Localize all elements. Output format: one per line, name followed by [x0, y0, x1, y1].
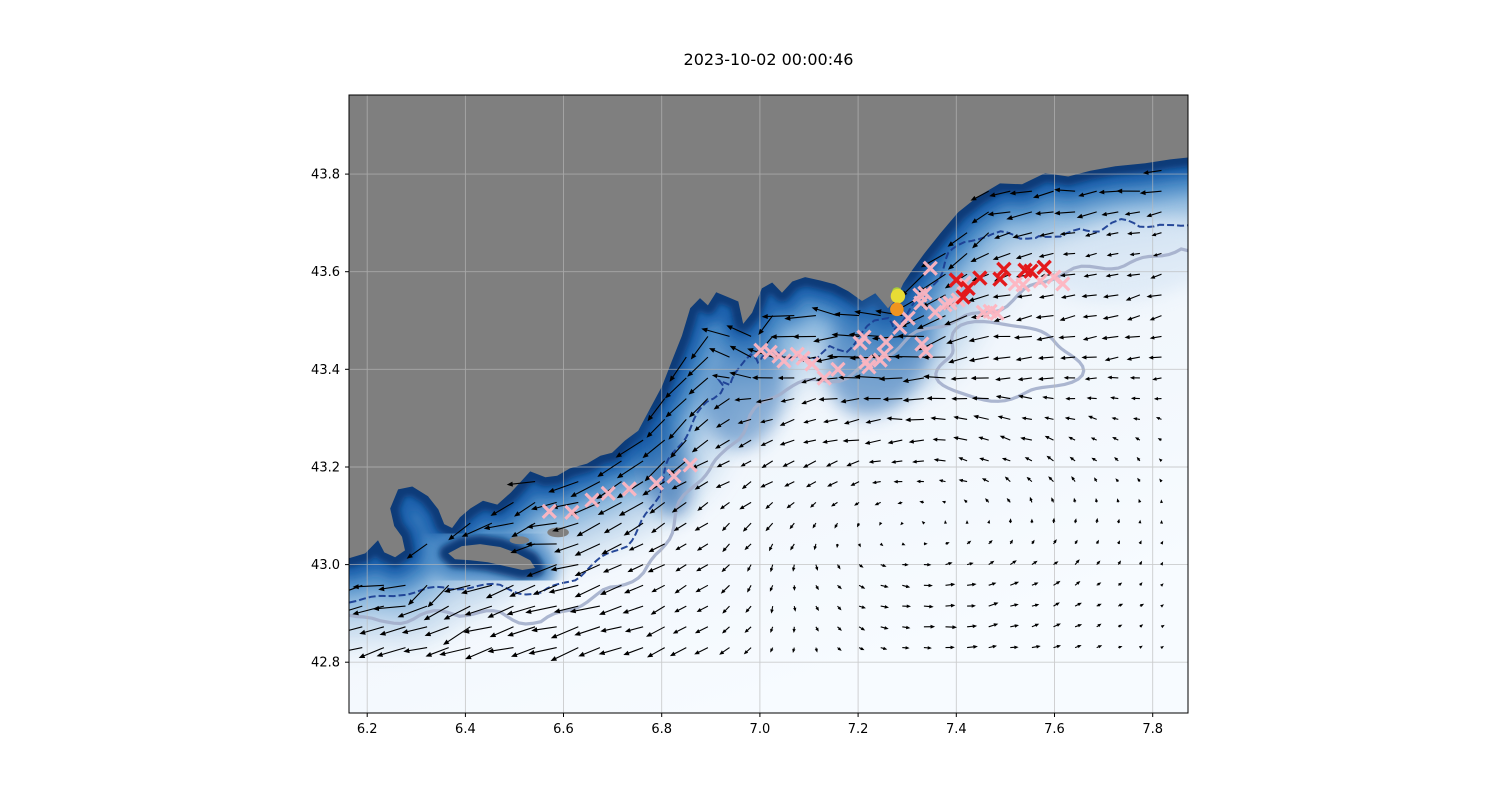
y-tick-label: 43.6: [311, 265, 340, 280]
grid-lines: [349, 95, 1188, 713]
x-tick-label: 7.4: [946, 722, 967, 737]
axis-ticks: [345, 173, 1154, 717]
yellow-position-dot: [890, 288, 906, 304]
quiver-field: [349, 169, 1165, 661]
light-depth-contour: [349, 247, 1188, 626]
map-layers: [349, 95, 1188, 713]
x-tick-label: 7.8: [1142, 722, 1163, 737]
red-trajectory-markers: [948, 259, 1052, 305]
y-tick-label: 43.2: [311, 461, 340, 476]
island: [448, 544, 536, 570]
y-tick-label: 43.0: [311, 558, 340, 573]
axis-tick-labels: 6.2 6.4 6.6 6.8 7.0 7.2 7.4 7.6 7.8 42.8 43.0 43.2 4…: [311, 168, 1163, 737]
x-tick-label: 7.6: [1044, 722, 1065, 737]
x-tick-label: 7.0: [750, 722, 771, 737]
land-mass: [349, 95, 1188, 559]
islet: [509, 536, 530, 545]
light-contour-loop: [934, 319, 1086, 403]
x-tick-label: 6.6: [553, 722, 574, 737]
y-tick-label: 43.8: [311, 168, 340, 183]
x-tick-label: 6.2: [357, 722, 378, 737]
y-tick-label: 42.8: [311, 656, 340, 671]
axes-frame: [348, 94, 1189, 714]
orange-position-dot: [890, 302, 904, 317]
x-tick-label: 7.2: [848, 722, 869, 737]
y-tick-label: 43.4: [311, 363, 340, 378]
plot-title: 2023-10-02 00:00:46: [683, 50, 854, 69]
x-tick-label: 6.4: [455, 722, 476, 737]
x-tick-label: 6.8: [651, 722, 672, 737]
